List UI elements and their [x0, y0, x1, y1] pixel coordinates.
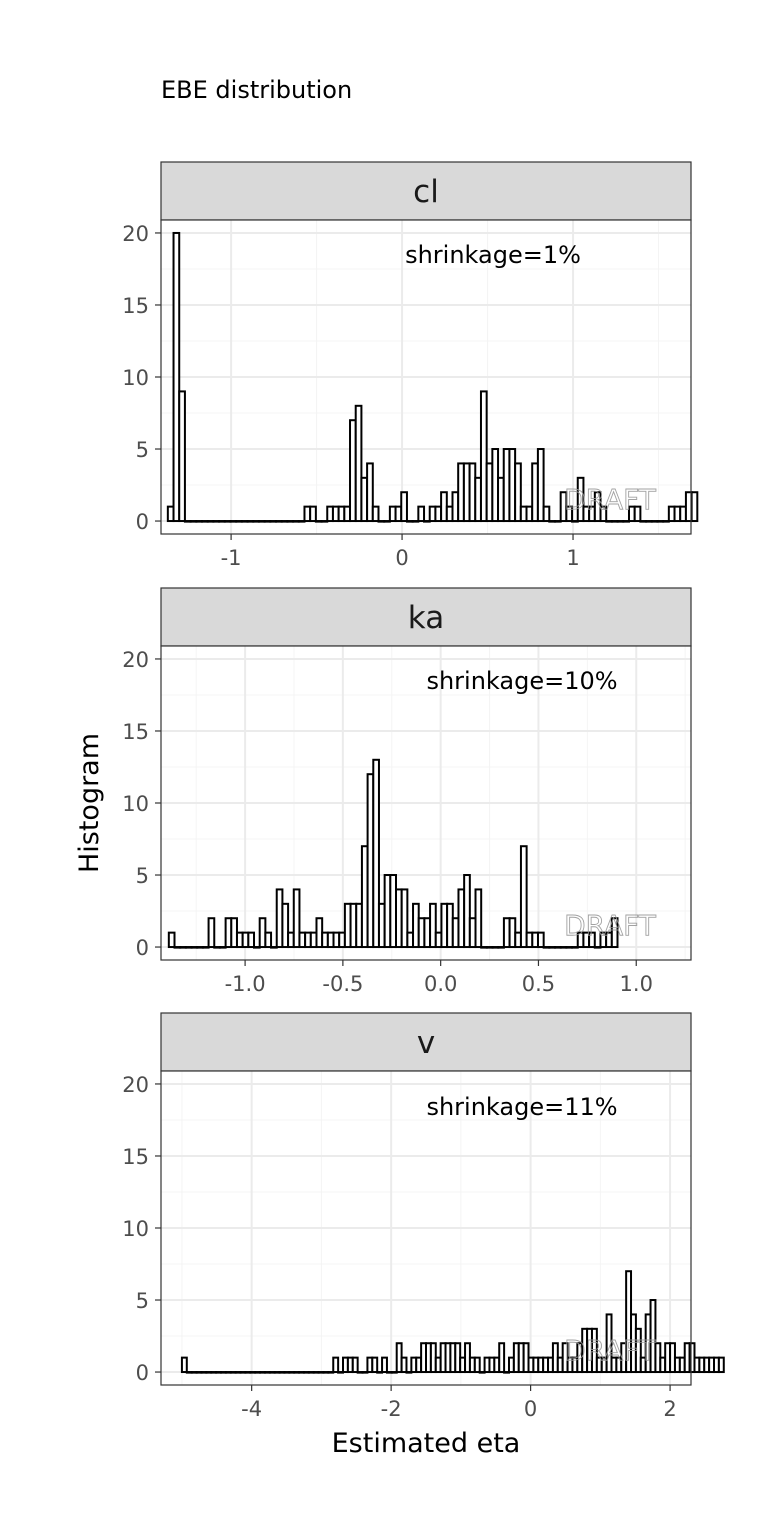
histogram-bar	[717, 1356, 725, 1374]
histogram-bar	[536, 448, 545, 523]
x-tick-label: 0	[395, 546, 408, 570]
shrinkage-annotation: shrinkage=1%	[405, 241, 581, 269]
y-tick-label: 10	[122, 366, 149, 390]
histogram-bar	[400, 1356, 408, 1374]
histogram-bar	[332, 1356, 340, 1374]
x-tick-label: 2	[663, 1397, 676, 1421]
histogram-bar	[207, 917, 216, 949]
facet-panel-v: v DRAFT shrinkage=11% 0 5 10 15 20 -4 -2 0 2	[122, 1012, 725, 1421]
y-tick-label: 5	[136, 864, 149, 888]
x-tick-label: -0.5	[322, 972, 363, 996]
histogram-bar	[417, 505, 426, 523]
histogram-bar	[514, 462, 522, 523]
histogram-bar	[371, 1356, 379, 1374]
y-tick-label: 20	[122, 222, 149, 246]
x-tick-label: -1.0	[225, 972, 266, 996]
y-tick-label: 0	[136, 1361, 149, 1385]
y-tick-label: 0	[136, 510, 149, 534]
histogram-bar	[634, 1327, 642, 1374]
histogram-bar	[479, 390, 488, 523]
x-tick-label: 0.5	[522, 972, 555, 996]
histogram-bar	[371, 505, 380, 523]
strip-label-ka: ka	[408, 600, 444, 636]
y-tick-label: 10	[122, 1217, 149, 1241]
histogram-bar	[473, 1356, 481, 1374]
y-tick-label: 10	[122, 792, 149, 816]
histogram-bar	[576, 476, 585, 523]
histogram-bar	[264, 931, 273, 949]
y-tick-label: 15	[122, 1145, 149, 1169]
histogram-bar	[354, 404, 363, 523]
histogram-bar	[366, 462, 374, 523]
y-tick-label: 20	[122, 648, 149, 672]
histogram-bar	[565, 505, 574, 523]
x-tick-label: -4	[241, 1397, 262, 1421]
x-tick-label: 0	[524, 1397, 537, 1421]
histogram-bar	[180, 1356, 188, 1374]
histogram-bar	[590, 1327, 598, 1374]
y-tick-label: 5	[136, 1289, 149, 1313]
histogram-bar	[247, 931, 256, 949]
histogram-bar	[690, 491, 699, 523]
strip-ka	[160, 587, 692, 647]
histogram-bar	[633, 505, 642, 523]
shrinkage-annotation: shrinkage=10%	[426, 667, 617, 695]
x-tick-label: 1	[566, 546, 579, 570]
strip-v	[160, 1012, 692, 1072]
histogram-bar	[610, 917, 619, 949]
y-tick-label: 15	[122, 294, 149, 318]
histogram-bar	[172, 231, 181, 523]
histogram-bar	[167, 931, 176, 949]
y-tick-label: 0	[136, 936, 149, 960]
histogram-bar	[400, 491, 408, 523]
shrinkage-annotation: shrinkage=11%	[426, 1093, 617, 1121]
y-tick-label: 20	[122, 1073, 149, 1097]
histogram-bar	[463, 874, 471, 949]
y-tick-label: 5	[136, 438, 149, 462]
x-tick-label: -1	[221, 546, 242, 570]
histogram-bar	[474, 888, 483, 949]
y-axis-label: Histogram	[74, 733, 105, 873]
strip-label-cl: cl	[413, 174, 439, 210]
strip-label-v: v	[417, 1025, 435, 1061]
histogram-bar	[536, 931, 545, 949]
draft-watermark: DRAFT	[564, 1334, 657, 1367]
histogram-bar	[649, 1299, 657, 1374]
x-tick-label: -2	[381, 1397, 402, 1421]
histogram-bar	[542, 505, 551, 523]
x-tick-label: 0.0	[424, 972, 457, 996]
histogram-bar	[400, 888, 409, 949]
histogram-bar	[178, 390, 186, 523]
histogram-bar	[605, 1313, 613, 1374]
facet-panel-ka: ka DRAFT shrinkage=10% 0 5 10 15 20 -1.0 -0.5 0.0 0…	[122, 587, 692, 996]
histogram-bar	[372, 758, 380, 949]
draft-watermark: DRAFT	[564, 909, 657, 942]
y-tick-label: 15	[122, 720, 149, 744]
histogram-bar	[599, 505, 608, 523]
histogram-bar	[309, 505, 317, 523]
histogram-bar	[351, 1356, 359, 1374]
histogram-bar	[429, 902, 437, 949]
x-axis-label: Estimated eta	[332, 1428, 521, 1459]
histogram-bar	[519, 845, 528, 949]
histogram-bar	[281, 902, 290, 949]
histogram-bar	[292, 888, 301, 949]
facet-panel-cl: cl DRAFT shrinkage=1% 0 5 10 15 20 -1 0 1	[122, 161, 699, 570]
histogram-bar	[498, 1342, 506, 1374]
strip-cl	[160, 161, 692, 221]
chart-title: EBE distribution	[161, 76, 352, 104]
histogram-bar	[381, 1356, 388, 1374]
x-tick-label: 1.0	[620, 972, 653, 996]
histogram-bar	[588, 931, 596, 949]
draft-watermark: DRAFT	[564, 483, 657, 516]
